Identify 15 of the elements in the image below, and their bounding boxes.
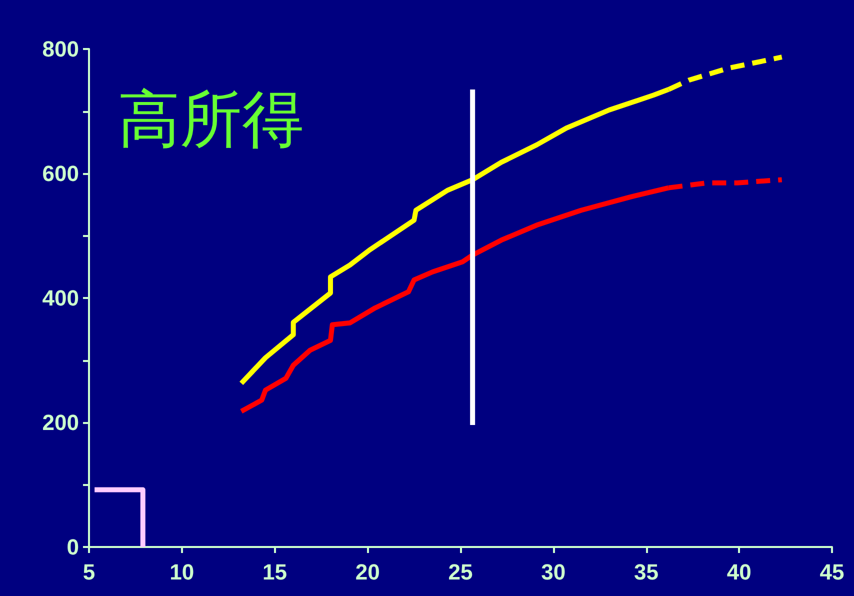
x-tick-label: 25: [448, 560, 473, 584]
x-tick-label: 10: [170, 560, 194, 584]
y-tick-label: 400: [42, 286, 79, 310]
x-tick-label: 20: [355, 560, 380, 584]
x-tick-label: 5: [82, 560, 96, 584]
x-tick-label: 35: [634, 560, 658, 584]
x-tick-label: 40: [726, 560, 752, 584]
x-tick-label: 30: [541, 560, 566, 584]
y-tick-label: 800: [42, 36, 79, 62]
y-tick-label: 0: [66, 534, 79, 560]
annotation: 高所得: [118, 82, 304, 156]
y-tick-label: 600: [42, 161, 79, 186]
x-tick-label: 15: [262, 560, 287, 584]
x-tick-label: 45: [820, 560, 844, 584]
y-tick-label: 200: [42, 410, 79, 435]
